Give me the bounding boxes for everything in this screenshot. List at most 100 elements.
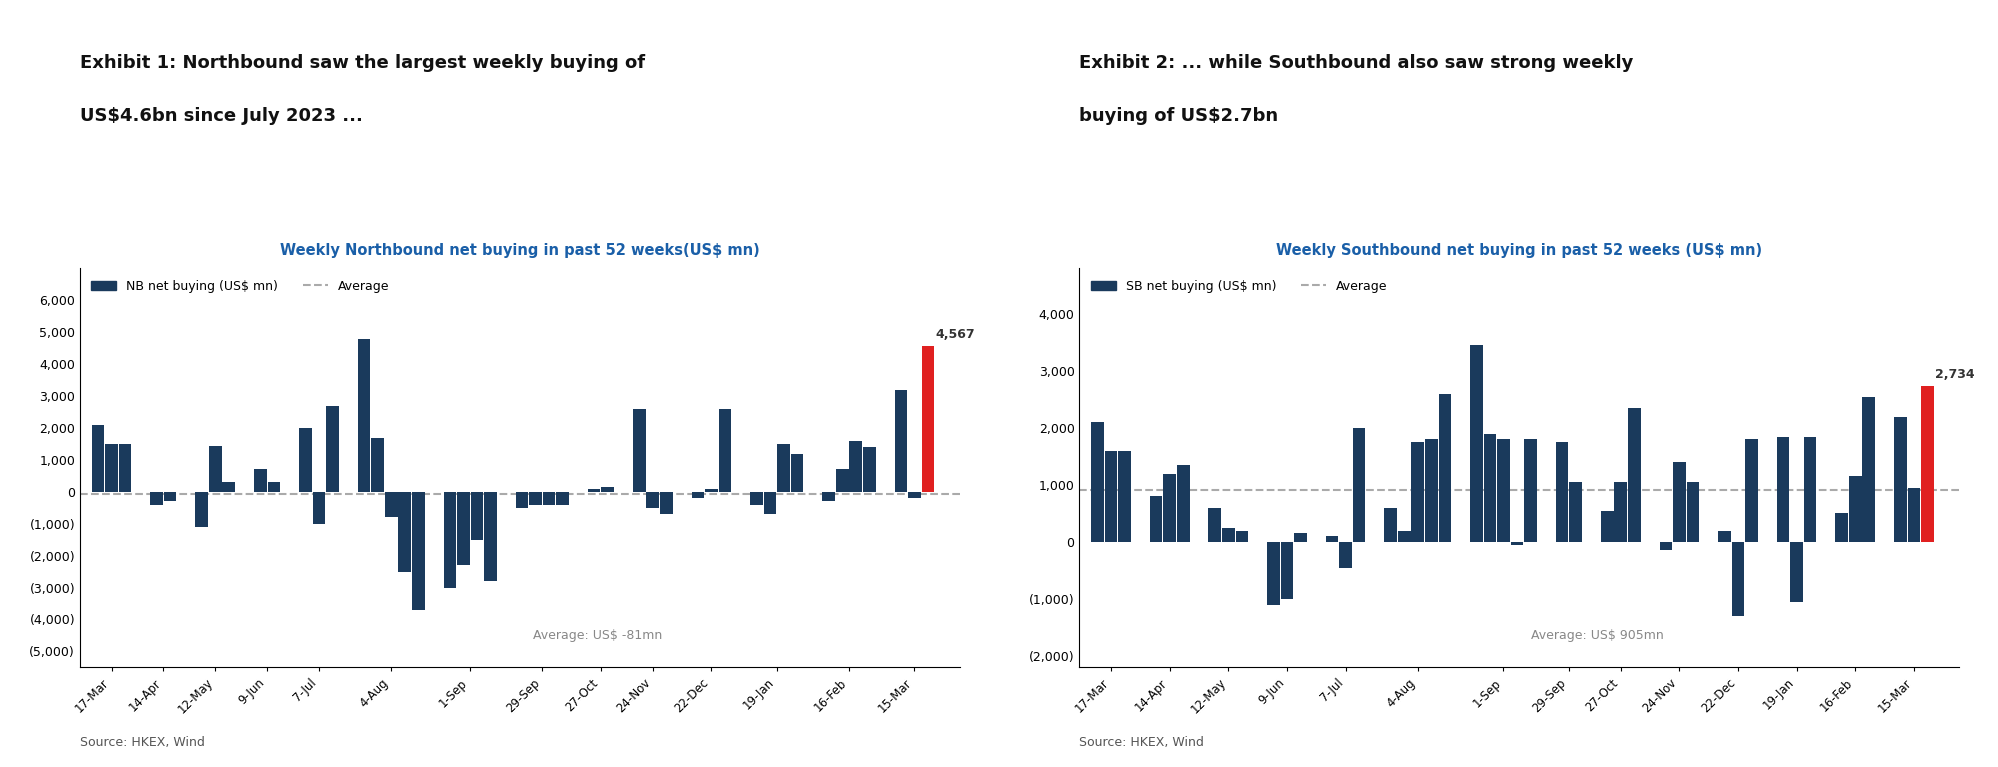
Legend: SB net buying (US$ mn), Average: SB net buying (US$ mn), Average xyxy=(1085,275,1393,298)
Bar xyxy=(1906,488,1920,542)
Text: Average: US$ 905mn: Average: US$ 905mn xyxy=(1530,630,1662,643)
Bar xyxy=(1790,542,1802,602)
Bar xyxy=(1686,482,1698,542)
Bar xyxy=(659,492,671,514)
Bar xyxy=(1469,345,1483,542)
Bar xyxy=(1425,439,1437,542)
Bar xyxy=(1848,476,1860,542)
Bar xyxy=(1267,542,1279,604)
Text: Exhibit 2: ... while Southbound also saw strong weekly: Exhibit 2: ... while Southbound also saw… xyxy=(1079,54,1632,71)
Bar xyxy=(118,444,132,492)
Bar xyxy=(1221,528,1235,542)
Bar xyxy=(326,406,340,492)
Bar xyxy=(691,492,703,499)
Bar xyxy=(863,447,875,492)
Text: Exhibit 1: Northbound saw the largest weekly buying of: Exhibit 1: Northbound saw the largest we… xyxy=(80,54,645,71)
Bar xyxy=(1510,542,1522,545)
Bar xyxy=(1614,482,1626,542)
Bar xyxy=(763,492,775,514)
Title: Weekly Southbound net buying in past 52 weeks (US$ mn): Weekly Southbound net buying in past 52 … xyxy=(1275,242,1762,258)
Title: Weekly Northbound net buying in past 52 weeks(US$ mn): Weekly Northbound net buying in past 52 … xyxy=(280,242,759,258)
Bar xyxy=(749,492,763,505)
Bar xyxy=(529,492,541,505)
Bar xyxy=(150,492,164,505)
Text: buying of US$2.7bn: buying of US$2.7bn xyxy=(1079,107,1279,125)
Text: Average: US$ -81mn: Average: US$ -81mn xyxy=(533,630,661,643)
Text: Source: HKEX, Wind: Source: HKEX, Wind xyxy=(80,736,204,749)
Bar xyxy=(1730,542,1744,616)
Bar xyxy=(1497,439,1508,542)
Bar xyxy=(358,339,370,492)
Bar xyxy=(458,492,470,565)
Bar xyxy=(1920,386,1932,542)
Bar xyxy=(1894,416,1906,542)
Bar xyxy=(164,492,176,502)
Bar xyxy=(1339,542,1351,568)
Bar xyxy=(1385,508,1397,542)
Bar xyxy=(1091,423,1103,542)
Bar xyxy=(849,441,861,492)
Bar xyxy=(1483,433,1495,542)
Text: US$4.6bn since July 2023 ...: US$4.6bn since July 2023 ... xyxy=(80,107,364,125)
Bar xyxy=(372,437,384,492)
Bar xyxy=(210,446,222,492)
Bar xyxy=(515,492,527,508)
Bar xyxy=(1672,463,1684,542)
Bar xyxy=(1834,513,1846,542)
Bar xyxy=(777,444,789,492)
Bar xyxy=(300,428,312,492)
Bar xyxy=(268,482,280,492)
Bar xyxy=(92,425,104,492)
Bar xyxy=(1522,439,1536,542)
Bar xyxy=(470,492,484,540)
Bar xyxy=(633,409,645,492)
Bar xyxy=(1554,443,1568,542)
Bar xyxy=(1163,473,1175,542)
Bar xyxy=(1862,397,1874,542)
Legend: NB net buying (US$ mn), Average: NB net buying (US$ mn), Average xyxy=(86,275,394,298)
Bar xyxy=(1397,531,1411,542)
Text: Source: HKEX, Wind: Source: HKEX, Wind xyxy=(1079,736,1203,749)
Bar xyxy=(196,492,208,527)
Bar xyxy=(1117,451,1131,542)
Bar xyxy=(1235,531,1247,542)
Bar xyxy=(705,489,717,492)
Bar xyxy=(1439,393,1451,542)
Bar xyxy=(444,492,456,588)
Bar xyxy=(1626,408,1640,542)
Bar xyxy=(1744,439,1756,542)
Bar xyxy=(835,469,847,492)
Bar xyxy=(1281,542,1293,599)
Bar xyxy=(1718,531,1730,542)
Text: 2,734: 2,734 xyxy=(1934,368,1974,381)
Bar xyxy=(921,346,933,492)
Bar xyxy=(254,469,266,492)
Bar xyxy=(587,489,599,492)
Bar xyxy=(1658,542,1670,551)
Bar xyxy=(907,492,921,499)
Bar xyxy=(412,492,424,610)
Bar xyxy=(719,409,731,492)
Bar xyxy=(1105,451,1117,542)
Bar xyxy=(222,482,236,492)
Bar xyxy=(791,453,803,492)
Bar xyxy=(601,487,613,492)
Bar xyxy=(1568,482,1580,542)
Bar xyxy=(484,492,496,581)
Bar xyxy=(1600,511,1612,542)
Bar xyxy=(1149,496,1163,542)
Bar xyxy=(398,492,412,571)
Text: 4,567: 4,567 xyxy=(935,328,975,341)
Bar xyxy=(1353,428,1365,542)
Bar xyxy=(1209,508,1221,542)
Bar xyxy=(1293,533,1307,542)
Bar xyxy=(1776,436,1788,542)
Bar xyxy=(1802,436,1816,542)
Bar xyxy=(895,390,907,492)
Bar xyxy=(106,444,118,492)
Bar xyxy=(821,492,835,502)
Bar xyxy=(1411,443,1423,542)
Bar xyxy=(386,492,398,517)
Bar xyxy=(1325,536,1339,542)
Bar xyxy=(555,492,569,505)
